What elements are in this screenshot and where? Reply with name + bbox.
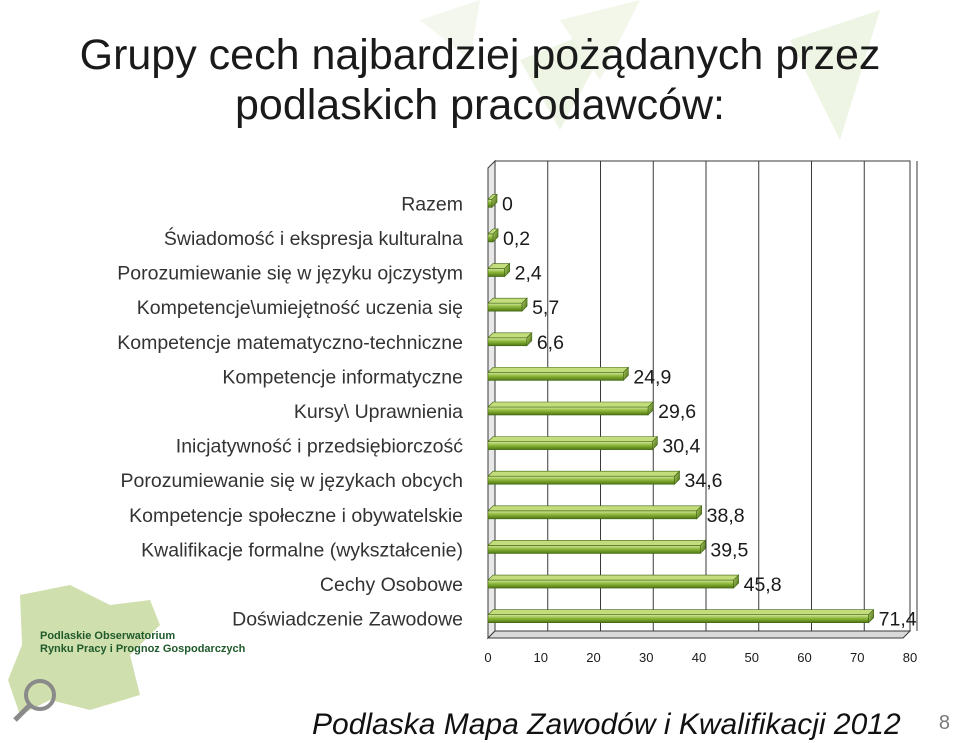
bar-top bbox=[487, 540, 707, 546]
chart-bars bbox=[487, 193, 875, 624]
chart-floor bbox=[486, 630, 912, 639]
value-label: 29,6 bbox=[658, 401, 696, 423]
value-label: 38,8 bbox=[707, 505, 745, 527]
page-title: Grupy cech najbardziej pożądanych przez … bbox=[79, 31, 881, 129]
value-label: 6,6 bbox=[537, 332, 564, 354]
bar-front bbox=[487, 337, 528, 347]
bar bbox=[487, 193, 498, 209]
bar-front bbox=[487, 510, 697, 520]
bar-end bbox=[647, 401, 654, 416]
bar-front bbox=[487, 545, 701, 554]
bar bbox=[487, 539, 707, 555]
value-label: 30,4 bbox=[662, 436, 700, 458]
bar-top bbox=[487, 505, 703, 512]
bar-front bbox=[487, 372, 624, 381]
value-label: 34,6 bbox=[685, 470, 723, 492]
page-number: 8 bbox=[938, 712, 950, 734]
bar-front bbox=[487, 268, 505, 277]
category-label: Kompetencje matematyczno-techniczne bbox=[117, 332, 463, 354]
bar-end bbox=[733, 574, 739, 589]
bar-top bbox=[487, 297, 528, 304]
value-label: 24,9 bbox=[633, 366, 671, 388]
value-label: 5,7 bbox=[532, 297, 559, 319]
bar-end bbox=[521, 297, 528, 312]
bar-front bbox=[487, 199, 493, 208]
x-tick-label: 40 bbox=[692, 650, 706, 665]
bar-end bbox=[526, 332, 533, 347]
bar-top bbox=[487, 401, 654, 408]
bar-end bbox=[696, 505, 702, 520]
logo-text: Podlaskie Obserwatorium Rynku Pracy i Pr… bbox=[40, 630, 245, 656]
bar-chart: Razem Świadomość i ekspresja kulturalna Po… bbox=[117, 159, 918, 665]
bar bbox=[487, 470, 681, 485]
category-label: Kompetencje\umiejętność uczenia się bbox=[137, 297, 463, 319]
footer-title: Podlaska Mapa Zawodów i Kwalifikacji 201… bbox=[312, 708, 901, 741]
category-label: Porozumiewanie się w języku ojczystym bbox=[117, 263, 463, 285]
category-label: Kursy\ Uprawnienia bbox=[294, 401, 463, 423]
value-label: 45,8 bbox=[744, 574, 782, 596]
bar-front bbox=[487, 441, 653, 450]
bar-top bbox=[487, 367, 630, 373]
category-label: Kompetencje społeczne i obywatelskie bbox=[129, 505, 463, 527]
x-tick-label: 80 bbox=[903, 650, 917, 665]
bar-front bbox=[487, 233, 494, 243]
bar-top bbox=[487, 609, 875, 615]
x-tick-label: 60 bbox=[797, 650, 811, 665]
bar-end bbox=[674, 470, 680, 485]
category-label: Inicjatywność i przedsiębiorczość bbox=[176, 436, 463, 458]
category-label: Porozumiewanie się w językach obcych bbox=[121, 470, 464, 492]
x-tick-label: 20 bbox=[586, 650, 600, 665]
value-label: 0,2 bbox=[503, 228, 530, 250]
bar-front bbox=[487, 302, 523, 312]
logo-line-2: Rynku Pracy i Prognoz Gospodarczych bbox=[40, 643, 246, 655]
bar bbox=[487, 366, 630, 382]
bar-end bbox=[652, 435, 658, 451]
bar-end bbox=[623, 366, 629, 382]
category-label: Doświadczenie Zawodowe bbox=[232, 609, 463, 631]
bar bbox=[487, 435, 659, 451]
value-label: 0 bbox=[502, 193, 513, 215]
chart-value-labels: 0 0,2 2,4 5,7 6,6 24,9 29,6 30,4 34,6 38,8 39,5 45,… bbox=[502, 193, 917, 630]
bar-top bbox=[487, 470, 681, 477]
bar bbox=[487, 297, 528, 312]
chart-grid bbox=[486, 159, 918, 640]
bar bbox=[487, 262, 511, 278]
bar-front bbox=[487, 579, 734, 589]
category-label: Razem bbox=[401, 193, 463, 215]
bar bbox=[487, 608, 875, 624]
chart-category-labels: Razem Świadomość i ekspresja kulturalna Po… bbox=[117, 193, 463, 630]
value-label: 39,5 bbox=[710, 539, 748, 561]
bar bbox=[487, 574, 740, 589]
bar-end bbox=[492, 228, 499, 243]
category-label: Świadomość i ekspresja kulturalna bbox=[164, 226, 463, 250]
logo-line-1: Podlaskie Obserwatorium bbox=[40, 630, 176, 642]
bar-front bbox=[487, 475, 675, 485]
chart-back-wall bbox=[494, 160, 911, 632]
category-label: Kwalifikacje formalne (wykształcenie) bbox=[141, 539, 463, 561]
bar-end bbox=[504, 262, 510, 278]
bar bbox=[487, 505, 703, 520]
bar-top bbox=[487, 332, 533, 339]
bar-top bbox=[487, 574, 740, 581]
value-label: 71,4 bbox=[879, 609, 917, 631]
chart-x-ticks: 0 10 20 30 40 50 60 70 80 bbox=[484, 650, 917, 665]
bar bbox=[487, 401, 654, 416]
bar bbox=[487, 228, 499, 243]
x-tick-label: 50 bbox=[745, 650, 759, 665]
x-tick-label: 10 bbox=[534, 650, 548, 665]
bar-end bbox=[700, 539, 706, 555]
bar-end bbox=[491, 193, 498, 209]
x-tick-label: 70 bbox=[850, 650, 864, 665]
bar-front bbox=[487, 406, 649, 416]
bar-front bbox=[487, 614, 869, 623]
bar-end bbox=[868, 608, 874, 624]
bar-top bbox=[487, 436, 659, 442]
category-label: Cechy Osobowe bbox=[320, 574, 463, 596]
category-label: Kompetencje informatyczne bbox=[222, 366, 463, 388]
x-tick-label: 30 bbox=[639, 650, 653, 665]
value-label: 2,4 bbox=[515, 263, 542, 285]
x-tick-label: 0 bbox=[484, 650, 491, 665]
bar bbox=[487, 332, 533, 347]
